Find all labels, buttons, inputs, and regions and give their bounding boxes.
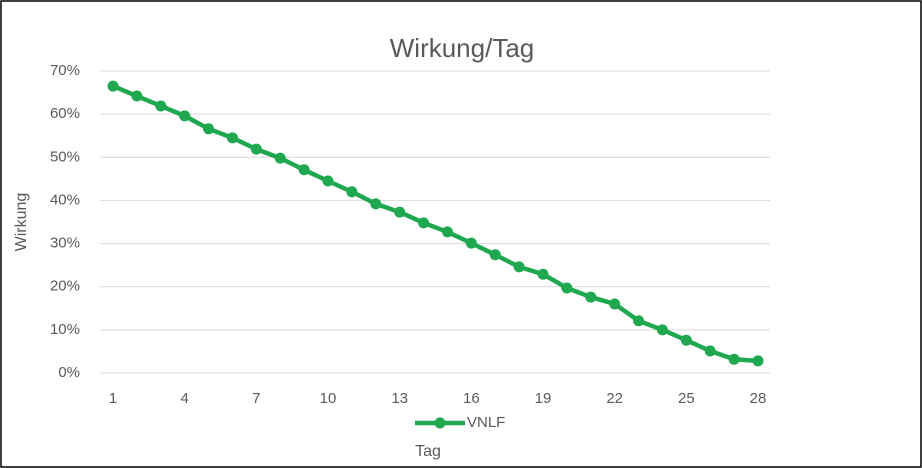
x-tick-label: 22 xyxy=(606,390,623,407)
data-point xyxy=(513,261,525,273)
data-point xyxy=(370,198,382,210)
data-point xyxy=(394,206,406,218)
data-point xyxy=(250,143,262,155)
data-point xyxy=(155,100,167,112)
data-point xyxy=(346,186,358,198)
data-point xyxy=(752,355,764,367)
y-tick-label: 30% xyxy=(50,235,80,252)
data-point xyxy=(656,324,668,336)
legend-marker xyxy=(434,417,446,429)
data-point xyxy=(322,175,334,187)
x-tick-label: 19 xyxy=(535,390,552,407)
x-tick-label: 1 xyxy=(109,390,117,407)
data-point xyxy=(179,110,191,122)
data-point xyxy=(465,237,477,249)
x-tick-label: 10 xyxy=(320,390,337,407)
x-tick-label: 25 xyxy=(678,390,695,407)
data-point xyxy=(489,249,501,261)
data-point xyxy=(226,132,238,144)
data-point xyxy=(609,298,621,310)
data-point xyxy=(298,164,310,176)
chart-title: Wirkung/Tag xyxy=(390,33,535,63)
data-point xyxy=(418,217,430,229)
data-point xyxy=(585,291,597,303)
data-point xyxy=(537,268,549,280)
data-point xyxy=(704,345,716,357)
x-tick-label: 7 xyxy=(252,390,260,407)
data-point xyxy=(441,226,453,238)
x-tick-label: 28 xyxy=(750,390,767,407)
series-line xyxy=(112,84,759,364)
y-tick-label: 10% xyxy=(50,321,80,338)
x-tick-label: 16 xyxy=(463,390,480,407)
data-point xyxy=(274,152,286,164)
y-tick-label: 20% xyxy=(50,278,80,295)
y-tick-label: 70% xyxy=(50,62,80,79)
y-axis-title: Wirkung xyxy=(13,193,30,252)
x-tick-label: 4 xyxy=(180,390,188,407)
x-axis-title: Tag xyxy=(415,443,441,460)
data-point xyxy=(107,80,119,92)
y-tick-label: 60% xyxy=(50,105,80,122)
data-point xyxy=(561,282,573,294)
y-tick-label: 40% xyxy=(50,191,80,208)
legend-label: VNLF xyxy=(467,414,505,431)
y-tick-label: 50% xyxy=(50,148,80,165)
data-point xyxy=(680,334,692,346)
y-tick-label: 0% xyxy=(58,364,80,381)
data-point xyxy=(131,90,143,102)
x-tick-label: 13 xyxy=(391,390,408,407)
data-point xyxy=(728,353,740,365)
data-point xyxy=(633,315,645,327)
data-point xyxy=(203,123,215,135)
